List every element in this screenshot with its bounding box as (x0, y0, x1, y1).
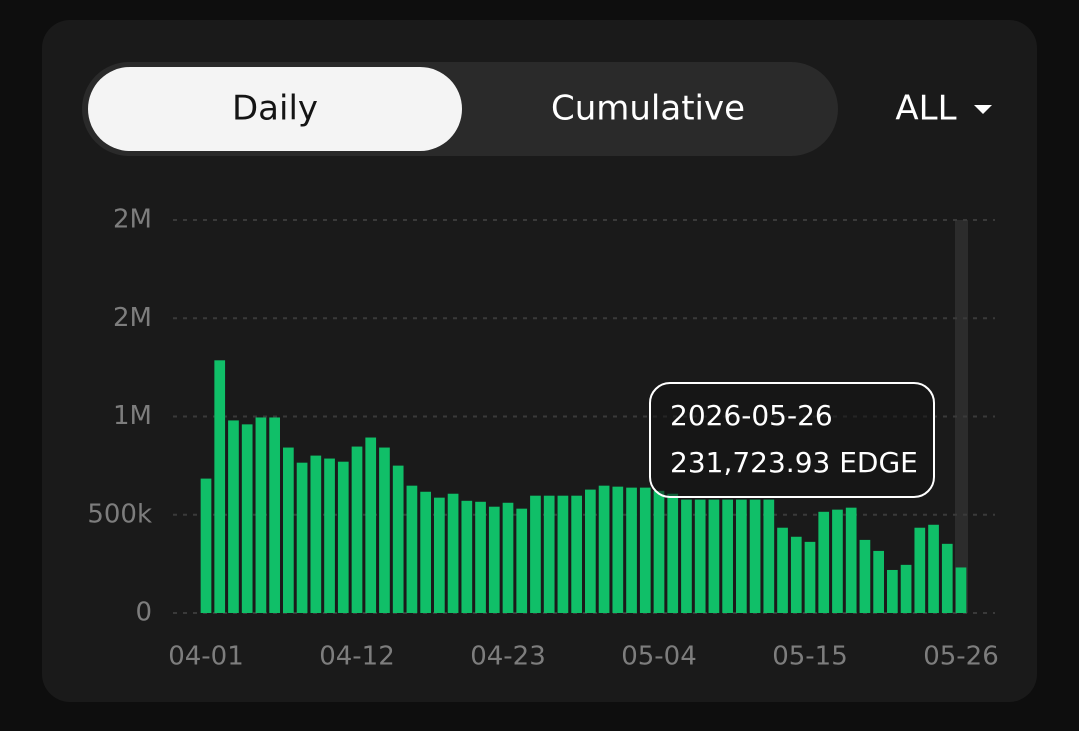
bar (845, 507, 857, 613)
bar (653, 490, 665, 613)
y-tick-label: 1M (113, 401, 152, 431)
bar (516, 508, 528, 613)
x-tick-label: 05-15 (772, 642, 848, 672)
bar (241, 424, 253, 613)
bar (612, 486, 624, 613)
bar (626, 487, 637, 613)
bar (530, 495, 541, 613)
bar (763, 499, 775, 613)
bar (777, 527, 788, 613)
bar (887, 569, 898, 613)
bar (585, 489, 596, 613)
bar (337, 461, 349, 613)
range-select[interactable]: ALL (895, 89, 956, 129)
x-tick-label: 04-12 (319, 642, 395, 672)
bar (749, 499, 761, 613)
bar (639, 487, 651, 613)
bar (873, 550, 884, 613)
bar (736, 499, 747, 613)
bar (722, 499, 733, 613)
y-tick-label: 0 (135, 598, 152, 628)
tab-active[interactable] (88, 67, 462, 151)
y-tick-label: 2M (113, 205, 152, 235)
x-tick-label: 04-23 (470, 642, 546, 672)
bar (296, 462, 308, 613)
bar (941, 543, 953, 613)
bar (255, 417, 267, 613)
bar (434, 497, 445, 613)
bar (681, 499, 692, 613)
bar (928, 524, 939, 613)
y-tick-label: 2M (113, 303, 152, 333)
bar (859, 539, 871, 613)
bar (914, 527, 926, 613)
bar (351, 446, 363, 613)
x-tick-label: 05-26 (923, 642, 999, 672)
bar (269, 417, 280, 613)
bar (200, 478, 212, 613)
bar (667, 493, 679, 613)
bar (900, 564, 912, 613)
x-tick-label: 05-04 (621, 642, 697, 672)
tab-daily[interactable]: Daily (232, 89, 318, 129)
bar (228, 420, 239, 613)
bar (447, 493, 459, 613)
tooltip-value: 231,723.93 EDGE (670, 446, 918, 479)
tab-cumulative[interactable]: Cumulative (551, 89, 745, 129)
bar (214, 360, 226, 613)
bar (488, 506, 500, 613)
bar (571, 495, 582, 613)
bar (790, 536, 802, 613)
bar (694, 499, 706, 613)
bar (557, 495, 569, 613)
bar (324, 458, 335, 613)
bar (379, 447, 390, 613)
bar (392, 465, 404, 613)
tooltip (649, 382, 935, 498)
bar (804, 541, 816, 613)
bar (708, 499, 720, 613)
bar (818, 511, 830, 613)
bar (598, 485, 610, 613)
dropdown-arrow[interactable] (974, 105, 992, 114)
bar (475, 501, 486, 613)
tooltip-date: 2026-05-26 (670, 399, 833, 432)
bar (365, 437, 377, 613)
bar (832, 509, 843, 613)
bar (283, 447, 294, 613)
x-tick-label: 04-01 (168, 642, 244, 672)
bar (310, 455, 322, 613)
bar (955, 567, 967, 613)
bar (543, 495, 555, 613)
y-tick-label: 500k (87, 499, 152, 529)
bar (502, 502, 514, 613)
bar (420, 491, 431, 613)
bar (406, 485, 418, 613)
bar (461, 500, 473, 613)
